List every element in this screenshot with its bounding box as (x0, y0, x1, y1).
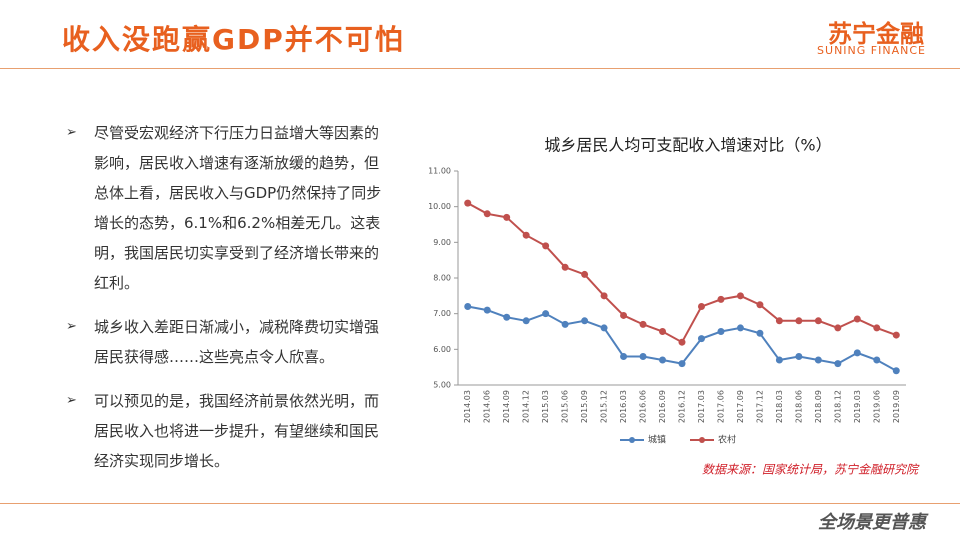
x-tick-label: 2014.12 (522, 390, 531, 423)
point (600, 324, 608, 332)
x-tick-label: 2017.09 (736, 390, 745, 423)
x-tick-label: 2018.09 (814, 390, 823, 423)
y-tick-label: 7.00 (433, 309, 451, 318)
point (620, 352, 628, 360)
point (814, 356, 822, 364)
point (853, 349, 861, 357)
x-tick-label: 2018.12 (833, 390, 842, 423)
legend-label: 城镇 (648, 434, 666, 446)
source: 数据来源：国家统计局，苏宁金融研究院 (702, 463, 920, 477)
chart-title: 城乡居民人均可支配收入增速对比（%） (544, 136, 831, 155)
point (814, 317, 822, 325)
point (853, 315, 861, 323)
point (503, 213, 511, 221)
point (561, 263, 569, 271)
point (659, 356, 667, 364)
legend-marker (629, 437, 635, 443)
point (892, 367, 900, 375)
slide-title: 收入没跑赢GDP并不可怕 (62, 23, 405, 56)
point (483, 210, 491, 218)
point (678, 360, 686, 368)
y-tick-label: 5.00 (433, 381, 451, 390)
logo: 苏宁金融 (828, 20, 924, 48)
point (756, 301, 764, 309)
footer-slogan: 全场景更普惠 (818, 512, 926, 533)
point (639, 352, 647, 360)
x-tick-label: 2016.06 (639, 390, 648, 423)
point (522, 231, 530, 239)
point (581, 317, 589, 325)
y-tick-label: 8.00 (433, 274, 451, 283)
x-tick-label: 2016.12 (678, 390, 687, 423)
point (775, 317, 783, 325)
point (581, 270, 589, 278)
x-tick-label: 2015.09 (580, 390, 589, 423)
x-tick-label: 2015.06 (561, 390, 570, 423)
legend-label: 农村 (718, 434, 736, 446)
footer-rule (0, 503, 960, 504)
x-tick-label: 2018.06 (794, 390, 803, 423)
y-tick-label: 6.00 (433, 345, 451, 354)
point (717, 295, 725, 303)
x-tick-label: 2017.03 (697, 390, 706, 423)
point (522, 317, 530, 325)
x-tick-label: 2016.09 (658, 390, 667, 423)
point (503, 313, 511, 321)
point (464, 303, 472, 311)
point (620, 311, 628, 319)
x-tick-label: 2019.09 (892, 390, 901, 423)
bullet: 尽管受宏观经济下行压力日益增大等因素的影响，居民收入增速有逐渐放缓的趋势，但总体… (62, 118, 382, 298)
point (775, 356, 783, 364)
x-tick-label: 2014.06 (483, 390, 492, 423)
point (542, 242, 550, 250)
x-tick-label: 2014.09 (502, 390, 511, 423)
point (892, 331, 900, 339)
point (483, 306, 491, 314)
point (756, 329, 764, 337)
legend-marker (699, 437, 705, 443)
point (873, 324, 881, 332)
series-line (467, 202, 897, 344)
point (795, 352, 803, 360)
point (464, 199, 472, 207)
x-tick-label: 2019.06 (872, 390, 881, 423)
point (873, 356, 881, 364)
point (834, 360, 842, 368)
header-rule (0, 68, 960, 69)
x-tick-label: 2014.03 (463, 390, 472, 423)
point (697, 335, 705, 343)
point (561, 320, 569, 328)
y-tick-label: 9.00 (433, 238, 451, 247)
x-tick-label: 2019.03 (853, 390, 862, 423)
point (834, 324, 842, 332)
point (659, 328, 667, 335)
point (678, 338, 686, 346)
point (717, 328, 725, 335)
x-tick-label: 2017.12 (755, 390, 764, 423)
point (639, 320, 647, 328)
bullet-list: 尽管受宏观经济下行压力日益增大等因素的影响，居民收入增速有逐渐放缓的趋势，但总体… (62, 118, 382, 490)
point (697, 303, 705, 311)
y-tick-label: 10.00 (428, 202, 451, 211)
x-tick-label: 2015.03 (541, 390, 550, 423)
x-tick-label: 2016.03 (619, 390, 628, 423)
y-tick-label: 11.00 (428, 167, 451, 176)
bullet: 可以预见的是，我国经济前景依然光明，而居民收入也将进一步提升，有望继续和国民经济… (62, 386, 382, 476)
point (600, 292, 608, 300)
x-tick-label: 2017.06 (716, 390, 725, 423)
point (736, 292, 744, 300)
logo-subtitle: SUNING FINANCE (817, 44, 926, 57)
point (736, 324, 744, 332)
x-tick-label: 2015.12 (600, 390, 609, 423)
point (795, 317, 803, 325)
bullet: 城乡收入差距日渐减小，减税降费切实增强居民获得感……这些亮点令人欣喜。 (62, 312, 382, 372)
x-tick-label: 2018.03 (775, 390, 784, 423)
point (542, 310, 550, 318)
